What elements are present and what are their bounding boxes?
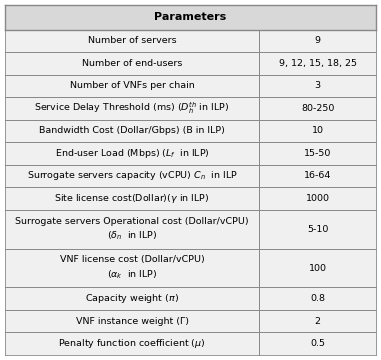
Bar — [259, 210, 376, 248]
Bar — [259, 287, 376, 310]
Bar — [5, 120, 259, 142]
Bar — [5, 142, 259, 165]
Text: 16-64: 16-64 — [304, 171, 331, 180]
Bar — [5, 187, 259, 210]
Text: Parameters: Parameters — [154, 12, 227, 22]
Text: Number of VNFs per chain: Number of VNFs per chain — [70, 81, 194, 90]
Bar — [5, 310, 259, 333]
Text: 100: 100 — [309, 264, 327, 273]
Text: End-user Load (Mbps) ($L_f$  in ILP): End-user Load (Mbps) ($L_f$ in ILP) — [54, 147, 210, 160]
Bar — [5, 287, 259, 310]
Text: 1000: 1000 — [306, 194, 330, 203]
Bar — [5, 210, 259, 248]
Text: Surrogate servers capacity (vCPU) $C_n$  in ILP: Surrogate servers capacity (vCPU) $C_n$ … — [27, 170, 237, 183]
Text: 9, 12, 15, 18, 25: 9, 12, 15, 18, 25 — [279, 59, 357, 68]
Bar — [259, 333, 376, 355]
Text: 80-250: 80-250 — [301, 104, 334, 113]
Text: Site license cost(Dollar)($\gamma$ in ILP): Site license cost(Dollar)($\gamma$ in IL… — [54, 192, 210, 205]
Text: Capacity weight ($\pi$): Capacity weight ($\pi$) — [85, 292, 179, 305]
Bar — [5, 75, 259, 97]
Bar — [259, 165, 376, 187]
Text: 0.8: 0.8 — [310, 294, 325, 303]
Text: 3: 3 — [314, 81, 321, 90]
Text: Service Delay Threshold (ms) ($D_h^{th}$ in ILP): Service Delay Threshold (ms) ($D_h^{th}$… — [34, 101, 230, 116]
Bar — [5, 52, 259, 75]
Bar — [259, 30, 376, 52]
Text: Number of end-users: Number of end-users — [82, 59, 182, 68]
Bar — [259, 248, 376, 287]
Text: Number of servers: Number of servers — [88, 36, 176, 45]
Bar — [259, 120, 376, 142]
Bar — [5, 5, 376, 30]
Text: VNF license cost (Dollar/vCPU)
($\alpha_k$  in ILP): VNF license cost (Dollar/vCPU) ($\alpha_… — [60, 256, 205, 280]
Text: 0.5: 0.5 — [310, 339, 325, 348]
Bar — [5, 165, 259, 187]
Text: Penalty function coefficient ($\mu$): Penalty function coefficient ($\mu$) — [58, 337, 206, 350]
Text: Surrogate servers Operational cost (Dollar/vCPU)
($\delta_n$  in ILP): Surrogate servers Operational cost (Doll… — [15, 217, 249, 242]
Bar — [259, 142, 376, 165]
Bar — [5, 30, 259, 52]
Bar — [5, 248, 259, 287]
Bar — [259, 310, 376, 333]
Bar — [259, 97, 376, 120]
Text: Bandwidth Cost (Dollar/Gbps) (B in ILP): Bandwidth Cost (Dollar/Gbps) (B in ILP) — [39, 126, 225, 135]
Text: VNF instance weight (Γ): VNF instance weight (Γ) — [75, 317, 189, 326]
Text: 5-10: 5-10 — [307, 225, 328, 234]
Bar — [259, 75, 376, 97]
Text: 10: 10 — [312, 126, 323, 135]
Text: 9: 9 — [315, 36, 320, 45]
Bar — [5, 97, 259, 120]
Text: 15-50: 15-50 — [304, 149, 331, 158]
Bar — [259, 52, 376, 75]
Text: 2: 2 — [315, 317, 320, 326]
Bar — [259, 187, 376, 210]
Bar — [5, 333, 259, 355]
